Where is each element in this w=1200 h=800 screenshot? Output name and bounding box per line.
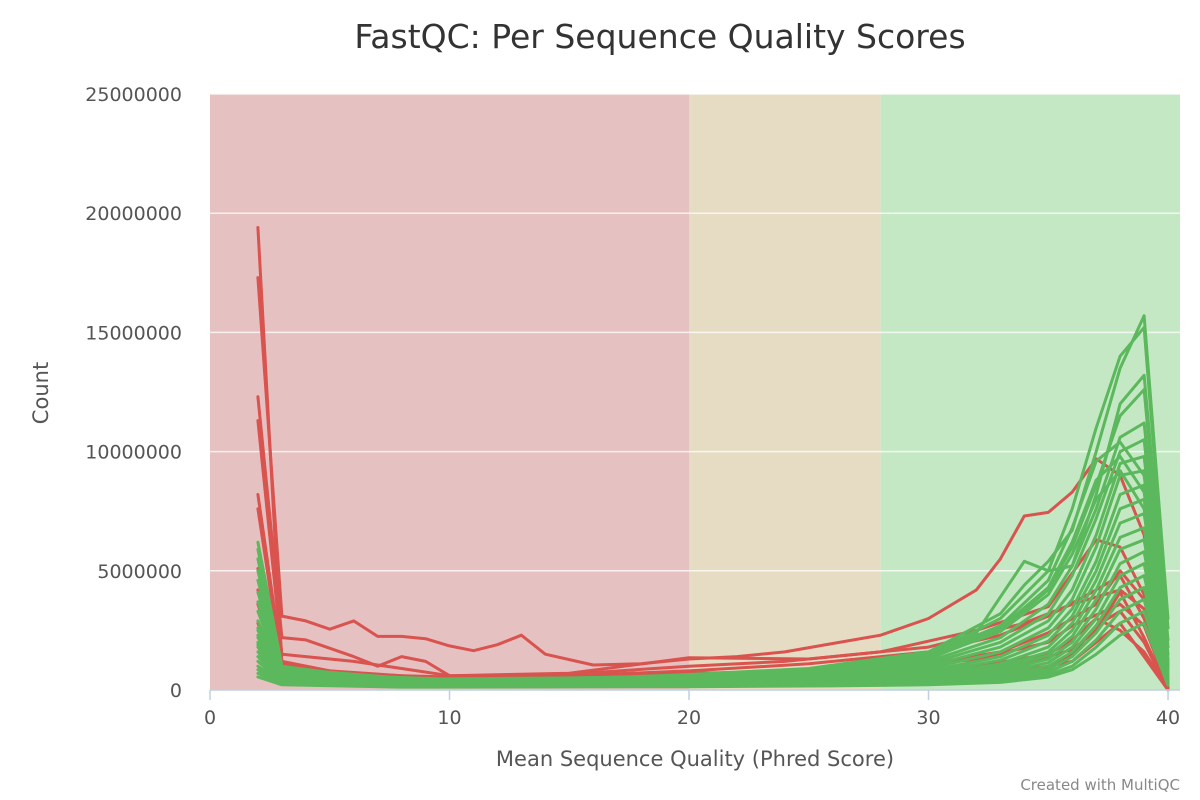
series-line-pass[interactable]	[256, 621, 1170, 689]
x-tick-label: 20	[677, 707, 701, 729]
y-tick-label: 5000000	[97, 561, 182, 583]
series-line-pass[interactable]	[256, 469, 1170, 683]
y-tick-label: 20000000	[85, 203, 182, 225]
credit-text: Created with MultiQC	[1020, 776, 1180, 794]
axes: 0 5000000 10000000 15000000 20000000 25000000…	[85, 84, 1180, 729]
y-tick-label: 15000000	[85, 322, 182, 344]
series-line-fail[interactable]	[256, 395, 1170, 685]
y-tick-label: 25000000	[85, 84, 182, 106]
chart-title: FastQC: Per Sequence Quality Scores	[354, 17, 965, 56]
y-tick-label: 10000000	[85, 442, 182, 464]
series-lines	[256, 226, 1170, 692]
quality-band-1	[689, 94, 881, 690]
x-axis-label: Mean Sequence Quality (Phred Score)	[496, 747, 894, 771]
y-axis-label: Count	[29, 362, 53, 424]
x-tick-label: 0	[204, 707, 216, 729]
x-tick-label: 40	[1156, 707, 1180, 729]
quality-band-0	[210, 94, 690, 690]
x-tick-label: 10	[437, 707, 461, 729]
y-tick-label: 0	[170, 680, 182, 702]
x-tick-label: 30	[916, 707, 940, 729]
